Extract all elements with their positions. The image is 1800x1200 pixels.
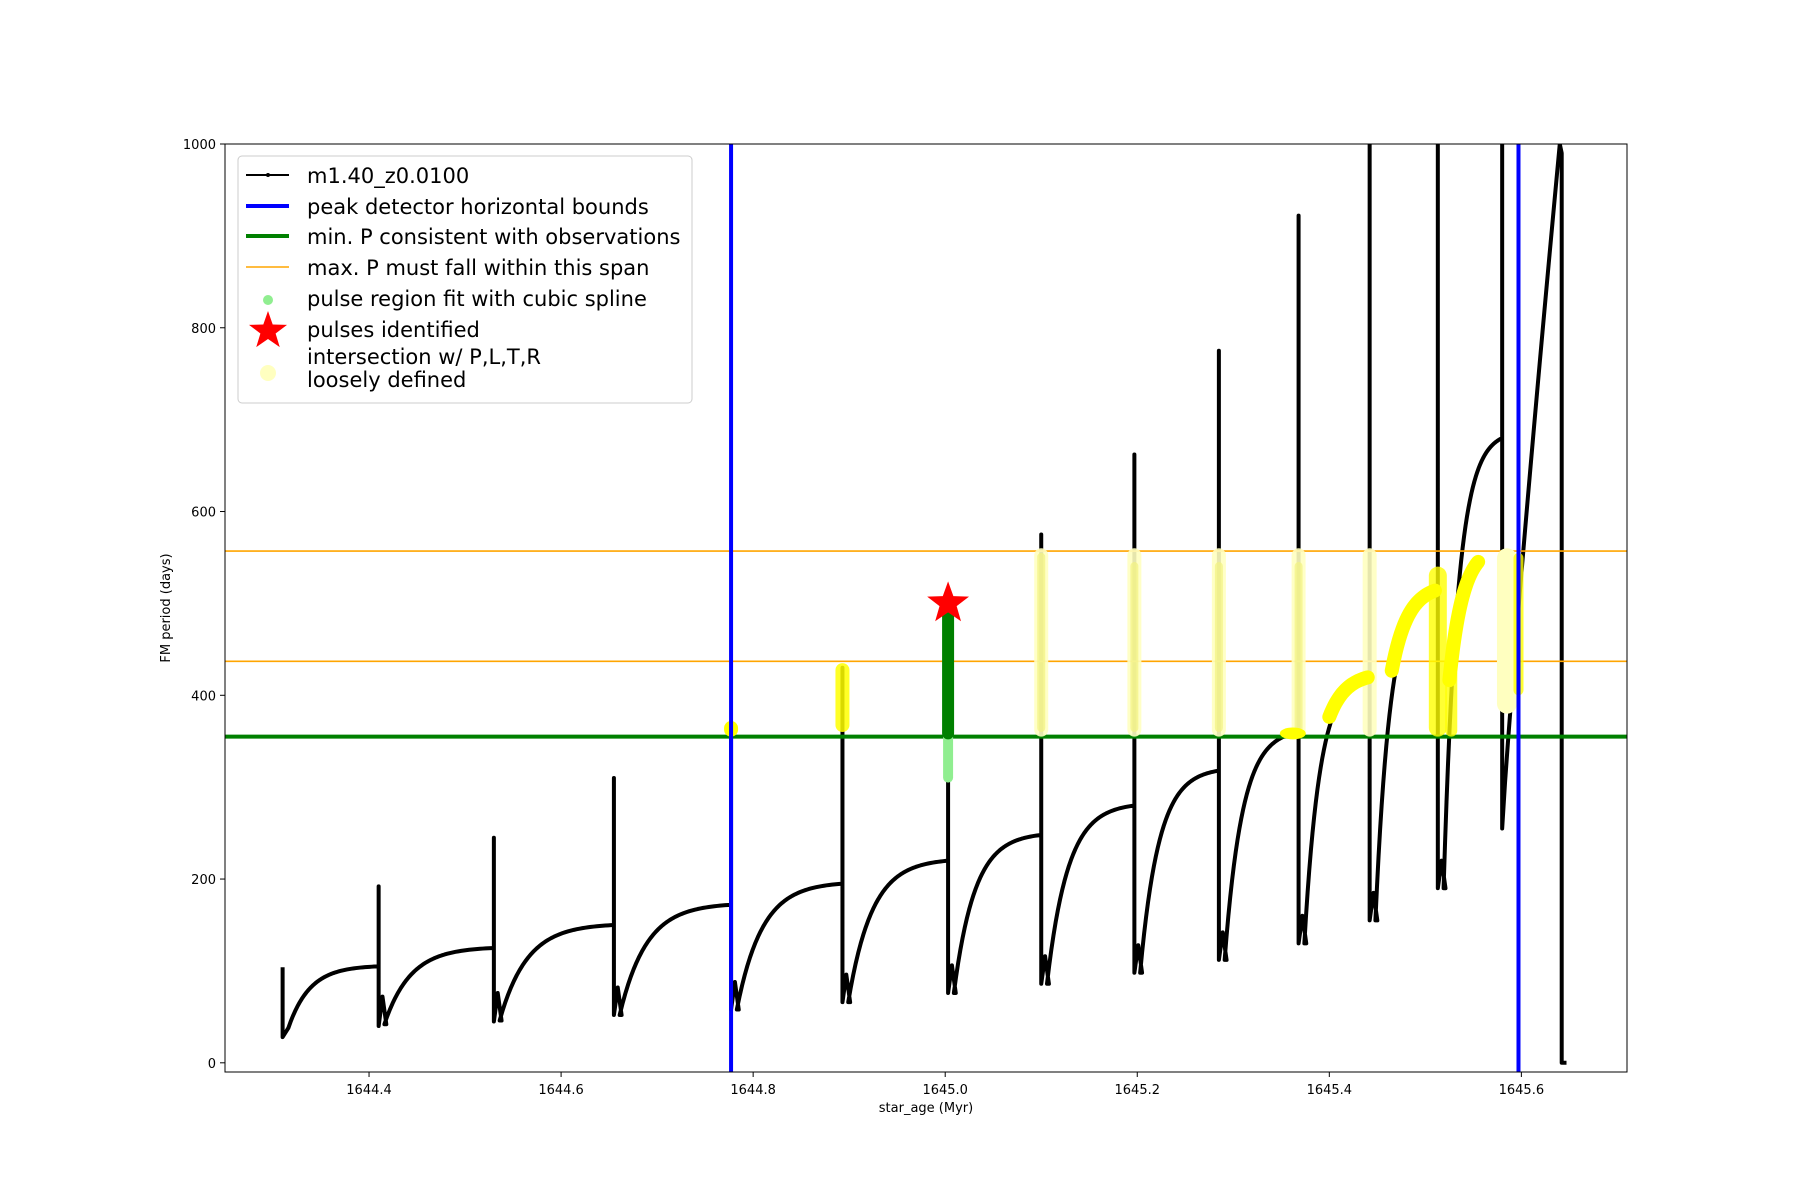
axes: 1644.4 1644.6 1644.8 1645.0 1645.2 1645.4 1645… <box>183 138 1544 1098</box>
x-tick-label: 1645.4 <box>1307 1083 1353 1098</box>
intersection-marker <box>1214 562 1223 733</box>
legend-label-bounds: peak detector horizontal bounds <box>307 195 649 219</box>
intersection-loose-marker <box>1496 548 1517 714</box>
y-axis-label: FM period (days) <box>159 553 174 662</box>
y-tick-label: 200 <box>191 873 216 888</box>
intersection-marker <box>1130 562 1139 733</box>
spline-fit-marker <box>943 732 954 783</box>
plot-frame <box>224 143 1628 1073</box>
y-tick-label: 400 <box>191 689 216 704</box>
legend-label-spline: pulse region fit with cubic spline <box>307 287 647 311</box>
legend-label-track: m1.40_z0.0100 <box>307 164 469 189</box>
legend-box <box>237 155 693 404</box>
intersection-arc <box>1384 583 1442 678</box>
y-tick-label: 800 <box>191 322 216 337</box>
legend-handle-pulses <box>248 311 288 348</box>
legend-label-minp: min. P consistent with observations <box>307 225 680 249</box>
legend-label-loose: intersection w/ P,L,T,R loosely defined <box>307 345 541 392</box>
legend-label-maxp: max. P must fall within this span <box>307 256 649 280</box>
y-tick-label: 600 <box>191 506 216 521</box>
x-tick-label: 1645.2 <box>1115 1083 1161 1098</box>
series-m1.40_z0.0100 <box>280 144 1567 1065</box>
x-axis-label: star_age (Myr) <box>879 1101 973 1116</box>
intersection-arc <box>1442 554 1486 688</box>
legend-label-line: pulses identified <box>307 318 480 342</box>
intersection-marker <box>1037 552 1046 733</box>
x-tick-label: 1644.8 <box>730 1083 776 1098</box>
legend-label-line: min. P consistent with observations <box>307 225 680 249</box>
legend-handle-track-marker <box>266 173 270 177</box>
intersection-loose-marker <box>1362 548 1377 737</box>
legend-label-line: max. P must fall within this span <box>307 256 649 280</box>
intersection-marker <box>1428 566 1447 737</box>
spline-fit-marker <box>942 605 955 740</box>
intersection-marker <box>1279 727 1306 740</box>
legend-handle-loose <box>260 365 276 381</box>
intersection-marker <box>1294 562 1303 733</box>
legend-label-line: loosely defined <box>307 368 466 392</box>
intersection-arc <box>1322 670 1375 724</box>
x-tick-label: 1644.6 <box>538 1083 584 1098</box>
x-tick-label: 1645.0 <box>922 1083 968 1098</box>
legend-label-line: pulse region fit with cubic spline <box>307 287 647 311</box>
y-tick-label: 0 <box>208 1057 216 1072</box>
legend-label-line: m1.40_z0.0100 <box>307 164 469 189</box>
legend-handle-spline <box>263 295 273 305</box>
pulse-identified-star <box>927 581 970 622</box>
plot-area <box>225 144 1627 1072</box>
legend-label-line: peak detector horizontal bounds <box>307 195 649 219</box>
legend-label-line: intersection w/ P,L,T,R <box>307 345 541 369</box>
y-tick-label: 1000 <box>183 138 216 153</box>
intersection-marker <box>835 663 850 733</box>
x-tick-label: 1644.4 <box>346 1083 392 1098</box>
legend-label-pulses: pulses identified <box>307 318 480 342</box>
x-tick-label: 1645.6 <box>1499 1083 1545 1098</box>
